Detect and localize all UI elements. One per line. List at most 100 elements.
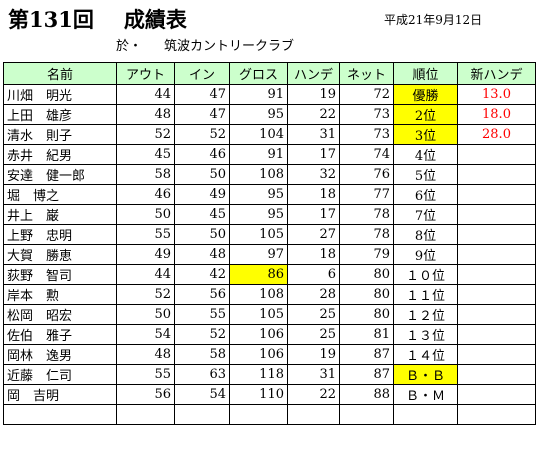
results-table: 名前 アウト イン グロス ハンデ ネット 順位 新ハンデ 川畑 明光 44 47 9… xyxy=(3,62,536,425)
venue: 於・ 筑波カントリークラブ xyxy=(116,35,294,54)
cell-gross: 95 xyxy=(229,204,288,225)
cell-name: 近藤 仁司 xyxy=(3,364,117,385)
table-row: 岡 吉明 56 54 110 22 88 Ｂ・Ｍ xyxy=(3,384,536,405)
cell-name: 岡林 逸男 xyxy=(3,344,117,365)
table-row: 近藤 仁司 55 63 118 31 87 Ｂ・Ｂ xyxy=(3,364,536,385)
venue-name: 筑波カントリークラブ xyxy=(164,39,295,54)
cell-gross: 105 xyxy=(229,304,288,325)
table-row: 大賀 勝恵 49 48 97 18 79 9位 xyxy=(3,244,536,265)
cell-handicap: 18 xyxy=(287,184,340,205)
cell-new-handicap xyxy=(457,364,536,385)
cell-gross: 97 xyxy=(229,244,288,265)
cell-name: 荻野 智司 xyxy=(3,264,117,285)
cell-handicap: 32 xyxy=(287,164,340,185)
cell-in: 46 xyxy=(174,144,230,165)
cell-handicap: 17 xyxy=(287,144,340,165)
cell-in: 52 xyxy=(174,324,230,345)
cell-rank: １２位 xyxy=(393,304,458,325)
cell-net: 87 xyxy=(339,344,394,365)
cell-gross: 95 xyxy=(229,184,288,205)
cell-in: 63 xyxy=(174,364,230,385)
table-row: 堀 博之 46 49 95 18 77 6位 xyxy=(3,184,536,205)
cell-in: 55 xyxy=(174,304,230,325)
cell-in: 49 xyxy=(174,184,230,205)
cell-name: 上野 忠明 xyxy=(3,224,117,245)
cell-net: 72 xyxy=(339,84,394,105)
cell-name: 岡 吉明 xyxy=(3,384,117,405)
table-row: 赤井 紀男 45 46 91 17 74 4位 xyxy=(3,144,536,165)
cell-handicap: 28 xyxy=(287,284,340,305)
cell-rank: Ｂ・Ｍ xyxy=(393,384,458,405)
event-date: 平成21年9月12日 xyxy=(384,13,483,27)
cell-in: 56 xyxy=(174,284,230,305)
cell-out: 54 xyxy=(116,324,175,345)
cell-name: 清水 則子 xyxy=(3,124,117,145)
col-header-new-handicap: 新ハンデ xyxy=(457,62,536,85)
cell-out: 50 xyxy=(116,304,175,325)
cell-new-handicap xyxy=(457,244,536,265)
cell-net: 74 xyxy=(339,144,394,165)
cell-net: 78 xyxy=(339,204,394,225)
table-row: 岡林 逸男 48 58 106 19 87 １４位 xyxy=(3,344,536,365)
col-header-net: ネット xyxy=(339,62,394,85)
cell-name: 上田 雄彦 xyxy=(3,104,117,125)
cell-rank: 7位 xyxy=(393,204,458,225)
cell-in: 50 xyxy=(174,164,230,185)
cell-rank xyxy=(393,404,458,425)
cell-out: 58 xyxy=(116,164,175,185)
cell-new-handicap xyxy=(457,164,536,185)
cell-name xyxy=(3,404,117,425)
cell-gross: 108 xyxy=(229,284,288,305)
cell-out: 44 xyxy=(116,264,175,285)
cell-net: 78 xyxy=(339,224,394,245)
cell-handicap: 19 xyxy=(287,84,340,105)
cell-handicap: 18 xyxy=(287,244,340,265)
cell-new-handicap xyxy=(457,344,536,365)
cell-net: 80 xyxy=(339,284,394,305)
cell-in: 45 xyxy=(174,204,230,225)
cell-net: 77 xyxy=(339,184,394,205)
cell-handicap: 17 xyxy=(287,204,340,225)
cell-out: 48 xyxy=(116,344,175,365)
cell-net: 87 xyxy=(339,364,394,385)
cell-in: 58 xyxy=(174,344,230,365)
cell-rank: 4位 xyxy=(393,144,458,165)
cell-name: 岸本 勲 xyxy=(3,284,117,305)
cell-net: 73 xyxy=(339,124,394,145)
cell-new-handicap xyxy=(457,384,536,405)
cell-rank: 8位 xyxy=(393,224,458,245)
cell-in: 54 xyxy=(174,384,230,405)
cell-net: 76 xyxy=(339,164,394,185)
cell-out: 56 xyxy=(116,384,175,405)
cell-in: 47 xyxy=(174,84,230,105)
cell-gross xyxy=(229,404,288,425)
table-row xyxy=(3,404,536,425)
cell-in xyxy=(174,404,230,425)
cell-net: 79 xyxy=(339,244,394,265)
cell-gross: 104 xyxy=(229,124,288,145)
cell-new-handicap xyxy=(457,304,536,325)
cell-rank: Ｂ・Ｂ xyxy=(393,364,458,385)
col-header-rank: 順位 xyxy=(393,62,458,85)
cell-out: 44 xyxy=(116,84,175,105)
cell-gross: 106 xyxy=(229,324,288,345)
cell-name: 川畑 明光 xyxy=(3,84,117,105)
cell-handicap: 25 xyxy=(287,324,340,345)
cell-new-handicap xyxy=(457,264,536,285)
cell-out: 50 xyxy=(116,204,175,225)
table-row: 佐伯 雅子 54 52 106 25 81 １３位 xyxy=(3,324,536,345)
cell-in: 47 xyxy=(174,104,230,125)
cell-name: 大賀 勝恵 xyxy=(3,244,117,265)
cell-gross: 91 xyxy=(229,84,288,105)
cell-out: 48 xyxy=(116,104,175,125)
cell-handicap: 31 xyxy=(287,364,340,385)
cell-new-handicap xyxy=(457,324,536,345)
cell-gross: 95 xyxy=(229,104,288,125)
cell-gross: 110 xyxy=(229,384,288,405)
cell-new-handicap xyxy=(457,284,536,305)
cell-gross: 118 xyxy=(229,364,288,385)
venue-prefix: 於・ xyxy=(116,39,143,54)
cell-out: 46 xyxy=(116,184,175,205)
cell-handicap: 22 xyxy=(287,104,340,125)
cell-rank: 2位 xyxy=(393,104,458,125)
